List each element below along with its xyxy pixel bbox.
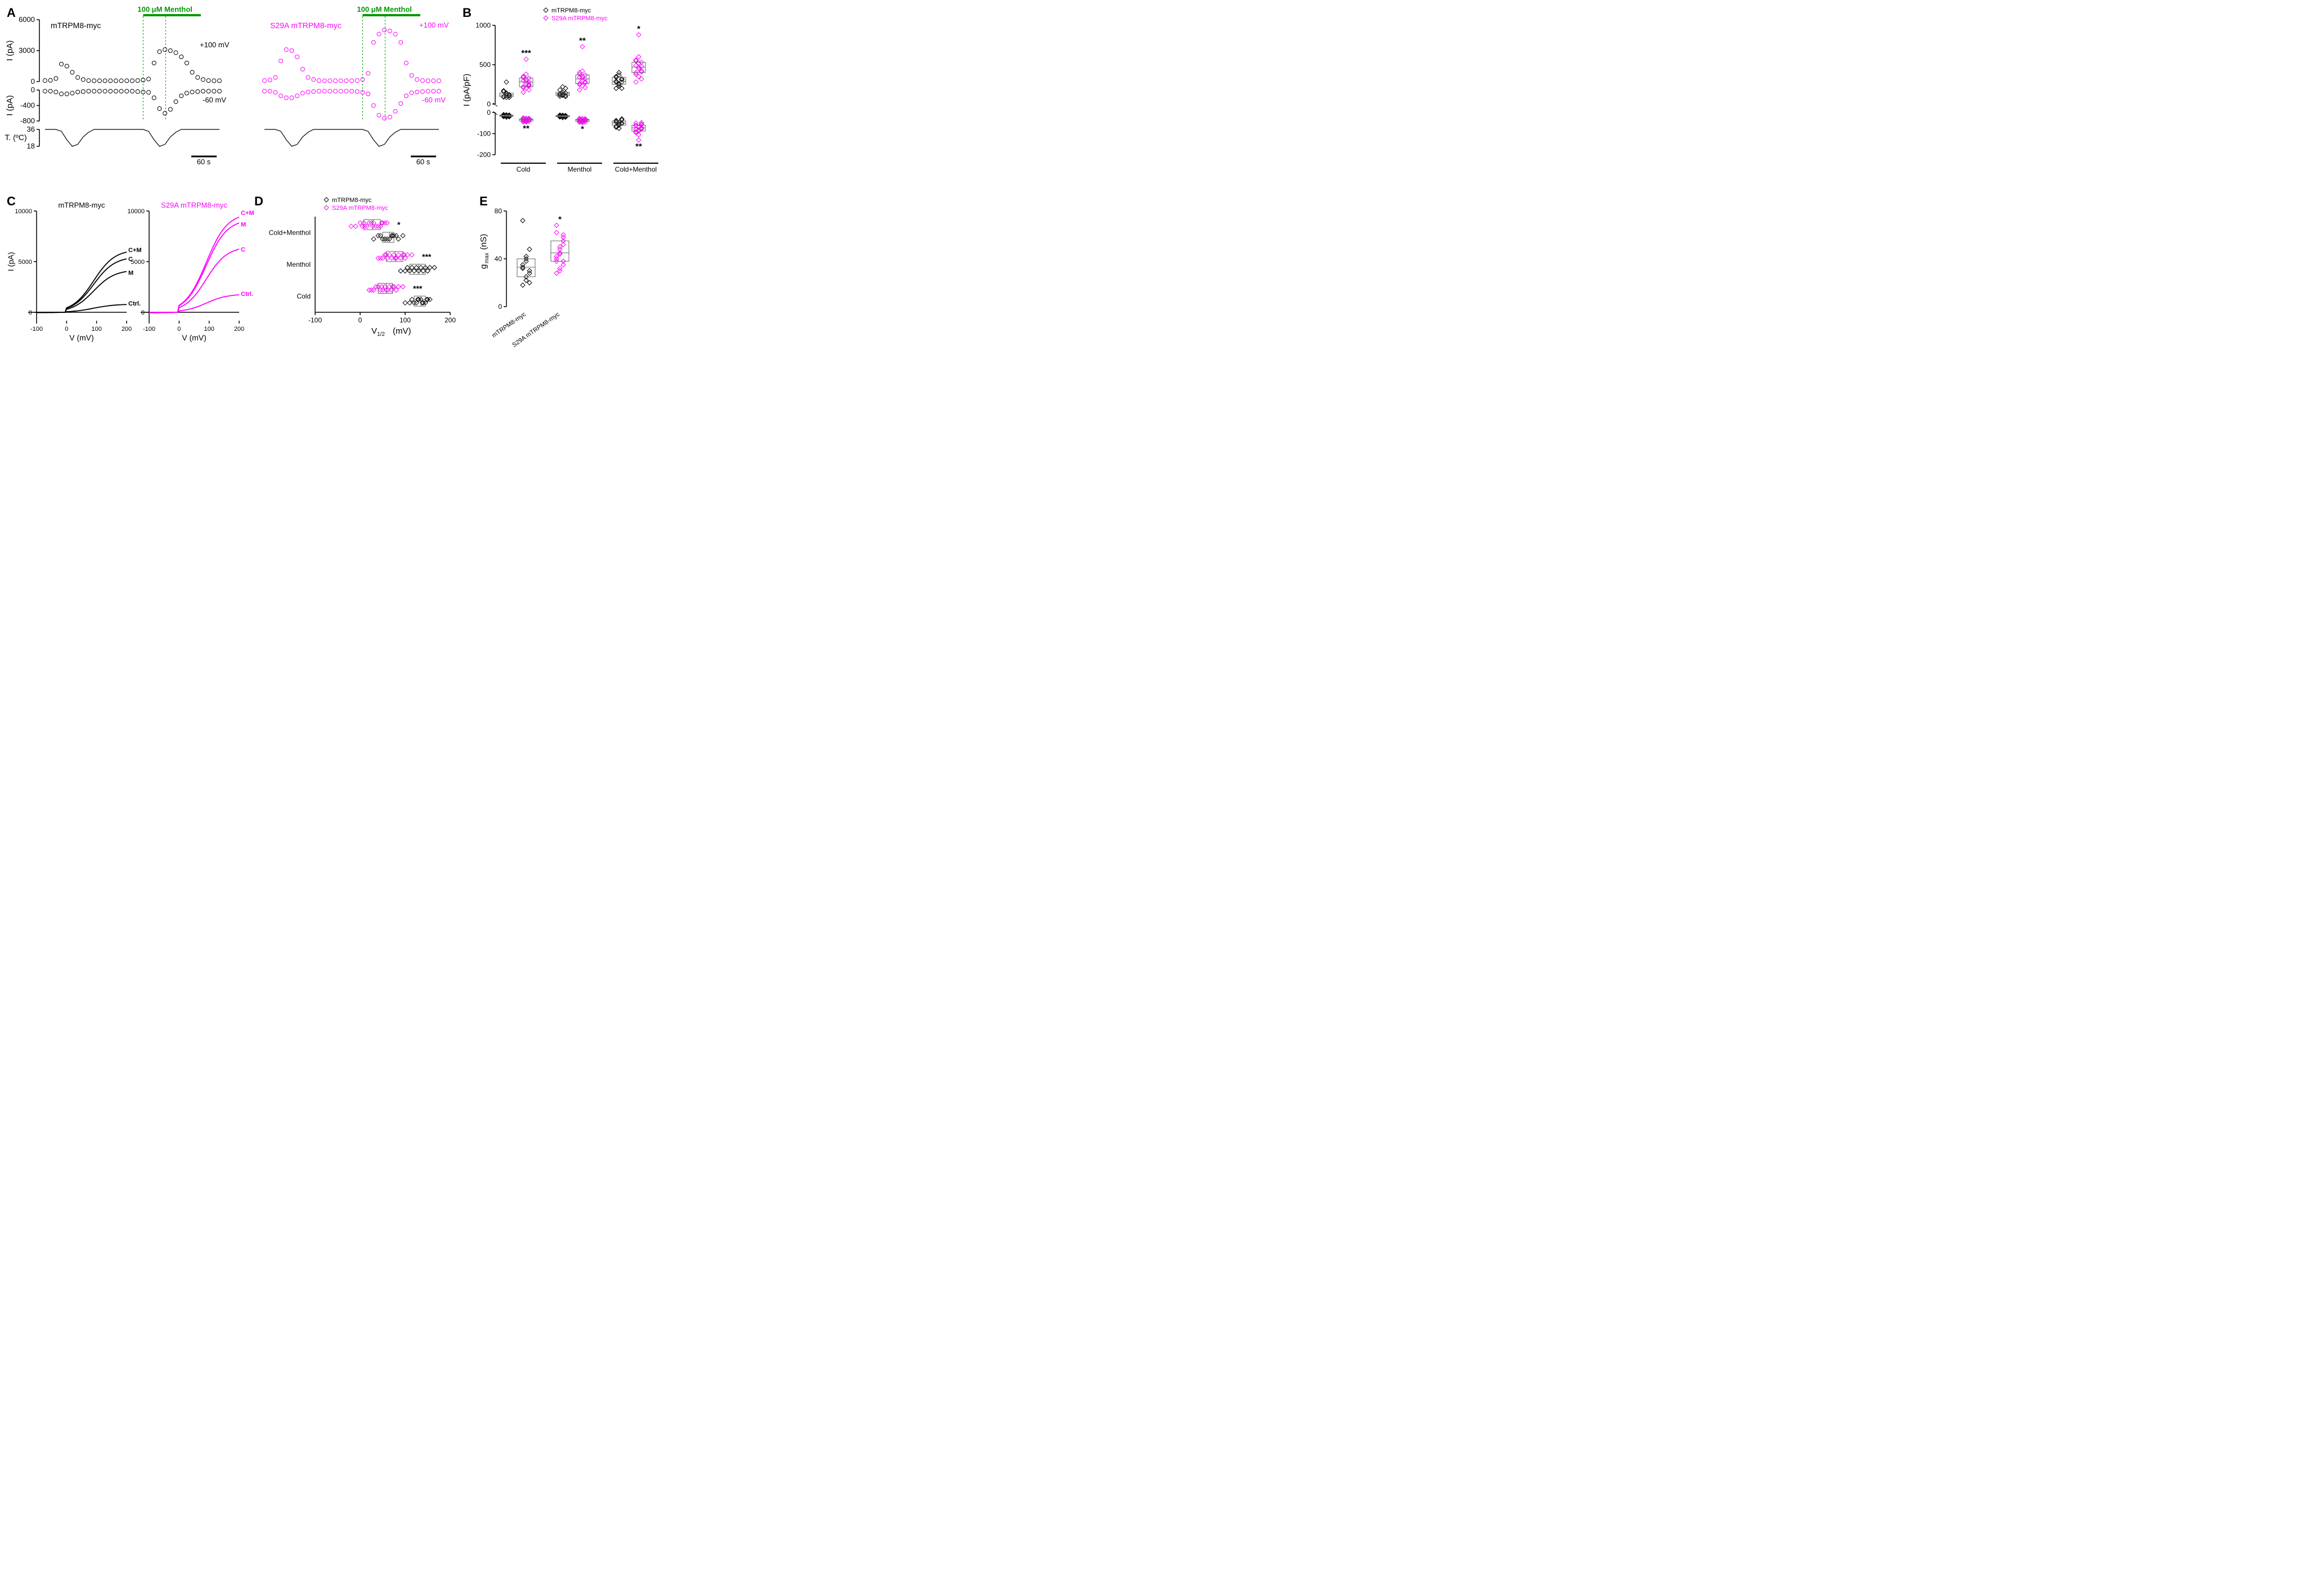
svg-text:5000: 5000 <box>131 259 145 266</box>
svg-text:T. (ºC): T. (ºC) <box>5 133 26 142</box>
svg-text:0: 0 <box>31 86 35 94</box>
svg-text:100: 100 <box>400 316 411 324</box>
svg-text:3000: 3000 <box>19 46 35 55</box>
panel-e: E04080gmax(nS)mTRPM8-mycS29A mTRPM8-myc* <box>478 194 591 354</box>
svg-text:+100 mV: +100 mV <box>419 21 449 29</box>
svg-text:*: * <box>397 220 401 229</box>
svg-text:Cold: Cold <box>517 165 531 173</box>
svg-text:M: M <box>241 221 246 228</box>
svg-text:*: * <box>637 24 640 34</box>
svg-text:100 μM Menthol: 100 μM Menthol <box>137 5 192 14</box>
svg-text:mTRPM8-myc: mTRPM8-myc <box>551 7 591 14</box>
svg-text:0: 0 <box>487 100 491 108</box>
panel-b: BmTRPM8-mycS29A mTRPM8-myc 0 500 1000 0 -100 -… <box>461 6 675 183</box>
svg-text:V (mV): V (mV) <box>182 333 207 342</box>
svg-text:80: 80 <box>495 207 503 215</box>
svg-text:10000: 10000 <box>15 208 32 215</box>
svg-text:Menthol: Menthol <box>286 261 311 268</box>
svg-text:**: ** <box>635 142 642 151</box>
svg-text:100: 100 <box>91 326 101 333</box>
svg-text:Cold: Cold <box>297 293 311 300</box>
svg-text:200: 200 <box>122 326 132 333</box>
svg-text:E: E <box>479 194 488 208</box>
svg-text:C: C <box>241 246 245 253</box>
svg-text:500: 500 <box>479 61 491 69</box>
svg-text:0: 0 <box>31 77 35 86</box>
svg-text:I (pA): I (pA) <box>5 95 15 116</box>
panel-c: CmTRPM8-myc0500010000-1000100200I (pA)V … <box>6 194 242 354</box>
svg-text:100: 100 <box>204 326 214 333</box>
svg-text:(mV): (mV) <box>393 326 411 336</box>
svg-text:S29A mTRPM8-myc: S29A mTRPM8-myc <box>161 201 227 209</box>
svg-text:-100: -100 <box>477 130 491 138</box>
panel-d: DmTRPM8-mycS29A mTRPM8-myc -100 0 100 200 V1/… <box>253 194 467 354</box>
svg-text:200: 200 <box>445 316 456 324</box>
svg-text:*: * <box>558 215 562 225</box>
svg-text:***: *** <box>413 284 423 293</box>
svg-text:V (mV): V (mV) <box>69 333 94 342</box>
svg-text:D: D <box>254 194 263 208</box>
svg-text:*: * <box>581 124 584 134</box>
svg-text:Cold+Menthol: Cold+Menthol <box>615 165 657 173</box>
svg-text:B: B <box>463 6 472 20</box>
svg-text:S29A mTRPM8-myc: S29A mTRPM8-myc <box>551 15 608 22</box>
svg-text:100 μM Menthol: 100 μM Menthol <box>357 5 412 14</box>
svg-text:-800: -800 <box>20 116 35 125</box>
svg-text:A: A <box>7 6 16 20</box>
svg-text:***: *** <box>422 252 432 261</box>
svg-text:6000: 6000 <box>19 15 35 24</box>
panel-a: A 0 3000 6000 I (pA) -800 -400 0 I (pA) 18 36T. (º… <box>6 6 445 183</box>
svg-text:10000: 10000 <box>127 208 145 215</box>
svg-text:-400: -400 <box>20 101 35 110</box>
svg-text:Ctrl.: Ctrl. <box>128 300 141 307</box>
svg-text:I (pA/pF): I (pA/pF) <box>462 74 472 106</box>
svg-text:-100: -100 <box>308 316 322 324</box>
svg-text:1/2: 1/2 <box>377 331 385 338</box>
svg-text:mTRPM8-myc: mTRPM8-myc <box>51 21 101 30</box>
svg-text:1000: 1000 <box>475 21 491 29</box>
svg-text:mTRPM8-myc: mTRPM8-myc <box>58 201 105 209</box>
svg-text:C+M: C+M <box>241 210 254 217</box>
svg-text:+100 mV: +100 mV <box>200 41 230 49</box>
svg-text:0: 0 <box>487 109 491 116</box>
svg-text:V: V <box>371 326 377 336</box>
svg-text:S29A mTRPM8-myc: S29A mTRPM8-myc <box>270 21 342 30</box>
svg-text:***: *** <box>521 48 531 58</box>
svg-text:0: 0 <box>141 309 145 316</box>
svg-text:18: 18 <box>27 142 35 150</box>
svg-text:mTRPM8-myc: mTRPM8-myc <box>332 197 372 204</box>
svg-text:0: 0 <box>65 326 68 333</box>
svg-text:5000: 5000 <box>19 259 32 266</box>
svg-text:S29A mTRPM8-myc: S29A mTRPM8-myc <box>332 205 388 212</box>
svg-text:-100: -100 <box>30 326 43 333</box>
svg-text:Menthol: Menthol <box>568 165 592 173</box>
svg-text:Cold+Menthol: Cold+Menthol <box>269 228 311 236</box>
svg-text:0: 0 <box>177 326 181 333</box>
svg-text:60 s: 60 s <box>416 158 430 166</box>
svg-text:0: 0 <box>498 303 502 311</box>
svg-text:I (pA): I (pA) <box>6 252 15 271</box>
svg-text:I (pA): I (pA) <box>5 41 15 61</box>
svg-text:-200: -200 <box>477 151 491 159</box>
svg-text:g: g <box>479 264 488 269</box>
svg-text:40: 40 <box>495 255 503 263</box>
svg-text:-100: -100 <box>143 326 155 333</box>
svg-text:0: 0 <box>29 309 32 316</box>
svg-text:200: 200 <box>234 326 244 333</box>
svg-text:**: ** <box>579 36 586 46</box>
svg-text:M: M <box>128 270 133 277</box>
svg-text:max: max <box>484 253 490 263</box>
svg-text:0: 0 <box>358 316 362 324</box>
svg-text:Ctrl.: Ctrl. <box>241 291 253 298</box>
svg-text:**: ** <box>523 124 530 133</box>
svg-text:C+M: C+M <box>128 247 142 254</box>
svg-text:C: C <box>7 194 16 208</box>
svg-text:36: 36 <box>27 125 35 133</box>
svg-text:-60 mV: -60 mV <box>422 96 446 104</box>
svg-text:-60 mV: -60 mV <box>203 96 226 104</box>
svg-text:60 s: 60 s <box>197 158 211 166</box>
svg-text:(nS): (nS) <box>479 234 488 250</box>
